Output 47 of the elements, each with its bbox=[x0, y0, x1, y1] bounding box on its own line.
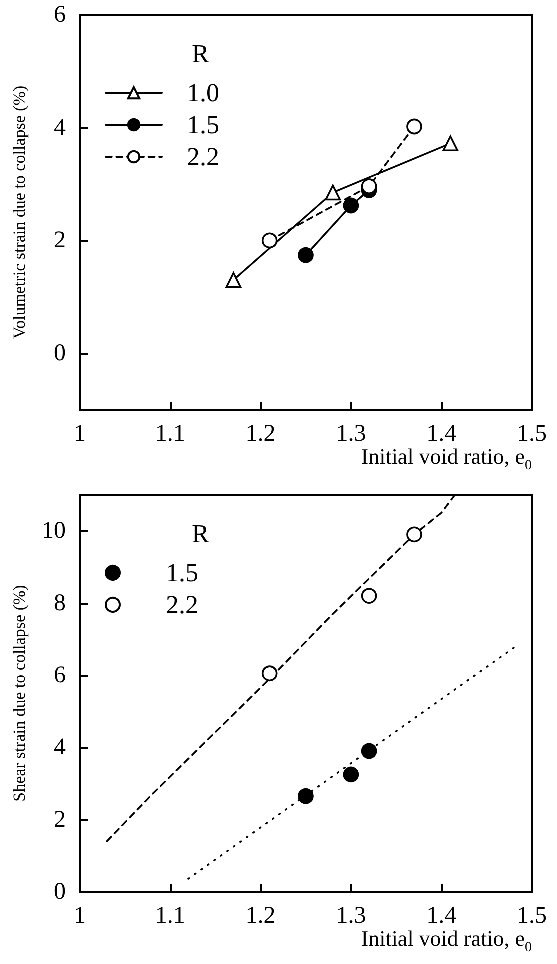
legend-label: 1.0 bbox=[187, 78, 220, 108]
x-tick-label: 1.3 bbox=[336, 903, 366, 929]
point bbox=[361, 743, 378, 760]
y-tick-label: 10 bbox=[42, 518, 66, 544]
y-tick-label: 0 bbox=[54, 879, 66, 905]
point bbox=[325, 184, 342, 201]
point bbox=[406, 118, 422, 135]
x-axis-title: Initial void ratio, e$_{0}$ bbox=[361, 926, 532, 956]
x-tick-label: 1.5 bbox=[517, 903, 547, 929]
x-tick-label: 1.4 bbox=[426, 421, 457, 447]
point bbox=[298, 247, 314, 264]
y-tick-label: 2 bbox=[54, 806, 66, 833]
x-tick-label: 1.1 bbox=[155, 903, 186, 929]
point bbox=[262, 232, 278, 249]
y-axis-title: Volumetric strain due to collapse (%) bbox=[10, 86, 29, 340]
legend-label: 1.5 bbox=[166, 558, 198, 588]
point bbox=[361, 588, 378, 604]
x-tick-label: 1.1 bbox=[155, 421, 186, 447]
point bbox=[343, 198, 360, 214]
point bbox=[262, 666, 278, 682]
x-tick-label: 1 bbox=[74, 903, 86, 929]
x-tick-label: 1.5 bbox=[517, 421, 547, 447]
legend-title: R bbox=[192, 40, 210, 68]
y-axis-title: Shear strain due to collapse (%) bbox=[10, 585, 29, 802]
legend-label: 2.2 bbox=[187, 142, 220, 172]
y-tick-label: 8 bbox=[54, 590, 66, 616]
point bbox=[343, 766, 360, 783]
point bbox=[442, 136, 459, 152]
legend-title: R bbox=[192, 520, 210, 548]
y-tick-label: 0 bbox=[54, 340, 66, 367]
x-tick-label: 1.3 bbox=[336, 421, 366, 447]
y-tick-label: 2 bbox=[54, 228, 66, 254]
point bbox=[406, 526, 422, 543]
point bbox=[226, 272, 242, 288]
point bbox=[298, 788, 314, 804]
point bbox=[361, 178, 378, 194]
x-tick-label: 1.2 bbox=[246, 421, 276, 447]
x-tick-label: 1.2 bbox=[246, 903, 276, 929]
y-tick-label: 4 bbox=[54, 734, 66, 761]
y-tick-label: 6 bbox=[54, 662, 66, 688]
y-tick-label: 6 bbox=[54, 2, 66, 28]
legend-label: 1.5 bbox=[187, 110, 220, 140]
x-tick-label: 1 bbox=[74, 421, 86, 447]
x-axis-title: Initial void ratio, e$_{0}$ bbox=[361, 444, 532, 474]
legend-label: 2.2 bbox=[166, 590, 198, 620]
x-tick-label: 1.4 bbox=[426, 903, 457, 929]
y-tick-label: 4 bbox=[54, 114, 66, 141]
